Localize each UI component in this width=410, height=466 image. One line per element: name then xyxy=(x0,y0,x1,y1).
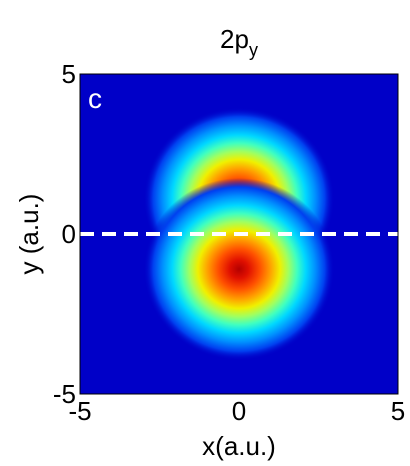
y-tick-label: -5 xyxy=(53,379,76,409)
panel-label: c xyxy=(88,83,102,114)
x-axis-label: x(a.u.) xyxy=(202,431,276,461)
plot-frame xyxy=(79,73,399,395)
orbital-lobe-lower xyxy=(143,178,335,361)
x-tick-label: 0 xyxy=(232,396,246,426)
y-tick-label: 5 xyxy=(62,59,76,89)
orbital-lobes xyxy=(143,107,335,361)
x-tick-label: -5 xyxy=(68,396,91,426)
chart-title-subscript: y xyxy=(249,40,258,60)
y-tick-label: 0 xyxy=(62,219,76,249)
chart-title: 2py xyxy=(220,24,258,60)
x-tick-labels: -5 0 5 xyxy=(68,396,405,426)
y-axis-label: y (a.u.) xyxy=(14,194,44,275)
x-tick-label: 5 xyxy=(391,396,405,426)
plot-area xyxy=(80,74,398,394)
chart-title-main: 2p xyxy=(220,24,249,54)
y-tick-labels: -5 0 5 xyxy=(53,59,76,409)
